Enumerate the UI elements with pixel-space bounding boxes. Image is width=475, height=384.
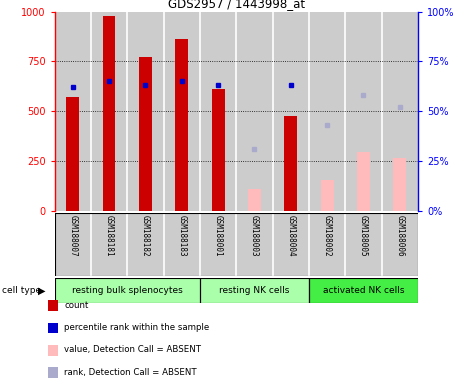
Text: GSM188181: GSM188181 [104, 215, 114, 257]
Text: rank, Detection Call = ABSENT: rank, Detection Call = ABSENT [64, 367, 197, 377]
Bar [309, 213, 345, 276]
Bar [55, 12, 91, 211]
Bar [200, 213, 237, 276]
Bar [55, 278, 200, 303]
Text: GSM188006: GSM188006 [395, 215, 404, 257]
Bar [393, 158, 406, 211]
Bar [273, 12, 309, 211]
Bar [285, 116, 297, 211]
Bar [309, 12, 345, 211]
Bar [103, 15, 115, 211]
Title: GDS2957 / 1443998_at: GDS2957 / 1443998_at [168, 0, 305, 10]
Bar [163, 213, 200, 276]
Text: GSM188004: GSM188004 [286, 215, 295, 257]
Text: GSM188002: GSM188002 [323, 215, 332, 257]
Text: cell type: cell type [2, 286, 41, 295]
Text: GSM188182: GSM188182 [141, 215, 150, 257]
Bar [163, 12, 200, 211]
Bar [357, 152, 370, 211]
Bar [321, 180, 333, 211]
Bar [91, 12, 127, 211]
Bar [309, 278, 418, 303]
Bar [237, 213, 273, 276]
Bar [345, 213, 381, 276]
Bar [381, 213, 418, 276]
Text: count: count [64, 301, 88, 310]
Bar [381, 12, 418, 211]
Bar [91, 213, 127, 276]
Bar [200, 12, 236, 211]
Bar [66, 98, 79, 211]
Bar [127, 213, 163, 276]
Text: percentile rank within the sample: percentile rank within the sample [64, 323, 209, 332]
Bar [345, 12, 381, 211]
Text: ▶: ▶ [38, 286, 46, 296]
Bar [248, 189, 261, 211]
Bar [127, 12, 163, 211]
Text: GSM188003: GSM188003 [250, 215, 259, 257]
Bar [139, 58, 152, 211]
Bar [200, 278, 309, 303]
Text: GSM188005: GSM188005 [359, 215, 368, 257]
Text: GSM188183: GSM188183 [177, 215, 186, 257]
Bar [273, 213, 309, 276]
Text: resting NK cells: resting NK cells [219, 286, 290, 295]
Bar [175, 40, 188, 211]
Text: GSM188001: GSM188001 [214, 215, 223, 257]
Text: value, Detection Call = ABSENT: value, Detection Call = ABSENT [64, 345, 201, 354]
Text: activated NK cells: activated NK cells [323, 286, 404, 295]
Text: resting bulk splenocytes: resting bulk splenocytes [72, 286, 183, 295]
Bar [55, 213, 91, 276]
Bar [236, 12, 273, 211]
Bar [212, 89, 225, 211]
Text: GSM188007: GSM188007 [68, 215, 77, 257]
